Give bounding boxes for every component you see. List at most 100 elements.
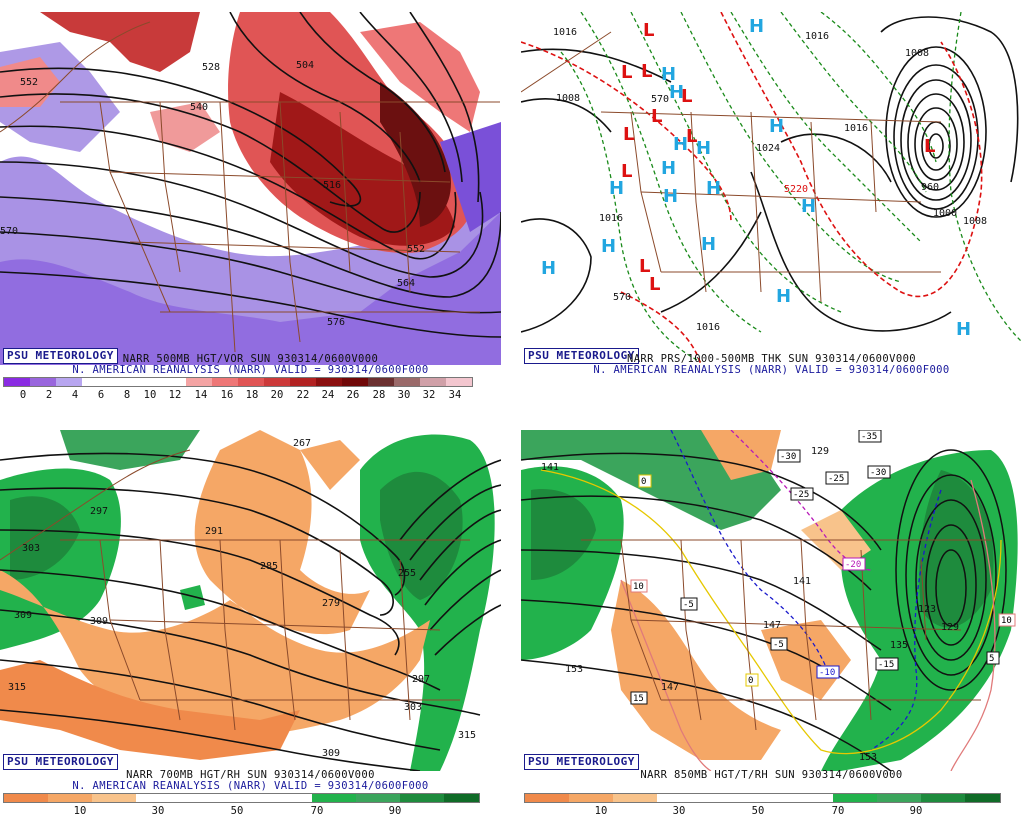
contour-label: 129: [811, 446, 829, 457]
contour-label: 504: [296, 60, 314, 71]
contour-label: 5220: [784, 184, 808, 195]
panel-850mb: 141 129 141 147 153 147 135 123 129 153 …: [521, 430, 1022, 830]
map-700mb: 267 297 303 309 309 291 285 279 255 315 …: [0, 430, 501, 771]
map-850mb-graphic: 141 129 141 147 153 147 135 123 129 153 …: [521, 430, 1022, 771]
contour-label: 315: [8, 682, 26, 693]
svg-text:L: L: [651, 106, 662, 127]
contour-label: 540: [190, 102, 208, 113]
svg-text:H: H: [541, 258, 556, 279]
source-badge: PSU METEOROLOGY: [524, 348, 639, 364]
svg-text:L: L: [639, 256, 650, 277]
contour-label: 960: [921, 182, 939, 193]
rh-colorbar: [3, 793, 480, 803]
rh-colorbar: [524, 793, 1001, 803]
map-slp-thickness-graphic: L L L L L L L L L L L H H H H H H H H H: [521, 12, 1022, 365]
svg-text:L: L: [924, 136, 935, 157]
svg-text:H: H: [661, 158, 676, 179]
svg-text:H: H: [769, 116, 784, 137]
svg-text:-15: -15: [878, 660, 894, 670]
contour-label: 267: [293, 438, 311, 449]
contour-label: 516: [323, 180, 341, 191]
svg-text:L: L: [681, 86, 692, 107]
svg-text:-30: -30: [870, 468, 886, 478]
contour-label: 303: [404, 702, 422, 713]
svg-text:L: L: [649, 274, 660, 295]
svg-text:15: 15: [633, 694, 644, 704]
panel-slp-thickness: L L L L L L L L L L L H H H H H H H H H: [521, 12, 1022, 412]
contour-label: 1016: [844, 123, 868, 134]
source-badge: PSU METEOROLOGY: [524, 754, 639, 770]
svg-text:-20: -20: [845, 560, 861, 570]
contour-label: 552: [407, 244, 425, 255]
contour-label: 129: [941, 622, 959, 633]
svg-text:H: H: [749, 16, 764, 37]
contour-label: 135: [890, 640, 908, 651]
svg-text:H: H: [663, 186, 678, 207]
svg-text:-10: -10: [819, 668, 835, 678]
contour-label: 552: [20, 77, 38, 88]
svg-text:0: 0: [748, 676, 753, 686]
svg-text:-5: -5: [773, 640, 784, 650]
contour-label: 147: [661, 682, 679, 693]
contour-label: 309: [14, 610, 32, 621]
svg-text:5: 5: [989, 654, 994, 664]
contour-label: 1016: [599, 213, 623, 224]
contour-label: 147: [763, 620, 781, 631]
contour-label: 564: [397, 278, 415, 289]
contour-label: 285: [260, 561, 278, 572]
contour-label: 303: [22, 543, 40, 554]
vorticity-colorbar: [3, 377, 473, 387]
svg-text:L: L: [621, 62, 632, 83]
contour-label: 1008: [963, 216, 987, 227]
contour-label: 309: [322, 748, 340, 759]
contour-label: 297: [412, 674, 430, 685]
svg-text:H: H: [801, 196, 816, 217]
svg-text:0: 0: [641, 477, 646, 487]
contour-label: 570: [613, 292, 631, 303]
svg-text:H: H: [696, 138, 711, 159]
contour-label: 1008: [905, 48, 929, 59]
contour-label: 1016: [553, 27, 577, 38]
contour-label: 297: [90, 506, 108, 517]
panel-subtitle: N. AMERICAN REANALYSIS (NARR) VALID = 93…: [593, 364, 950, 376]
svg-text:L: L: [623, 124, 634, 145]
divider-vertical: [511, 0, 512, 816]
svg-text:10: 10: [633, 582, 644, 592]
svg-text:-5: -5: [683, 600, 694, 610]
contour-label: 1016: [805, 31, 829, 42]
svg-text:H: H: [609, 178, 624, 199]
temperature-labels: -35 -30 -25 -25 -30 -20 -5 -5 -10 -15 10…: [630, 430, 1016, 705]
panel-title: NARR 850MB HGT/T/RH SUN 930314/0600V000: [640, 769, 903, 781]
panel-title: NARR PRS/1000-500MB THK SUN 930314/0600V…: [626, 353, 917, 365]
svg-text:H: H: [673, 134, 688, 155]
svg-text:H: H: [706, 178, 721, 199]
source-badge: PSU METEOROLOGY: [3, 348, 118, 364]
contour-label: 123: [918, 604, 936, 615]
panel-500mb: 552 528 540 570 504 516 552 564 576 PSU …: [0, 12, 501, 412]
contour-label: 1024: [756, 143, 780, 154]
panel-700mb: 267 297 303 309 309 291 285 279 255 315 …: [0, 430, 501, 830]
contour-label: 255: [398, 568, 416, 579]
contour-label: 309: [90, 616, 108, 627]
svg-text:H: H: [661, 64, 676, 85]
contour-label: 291: [205, 526, 223, 537]
contour-label: 1016: [696, 322, 720, 333]
svg-text:H: H: [956, 319, 971, 340]
panel-title: NARR 700MB HGT/RH SUN 930314/0600V000: [126, 769, 375, 781]
svg-text:-35: -35: [861, 432, 877, 442]
svg-text:L: L: [643, 20, 654, 41]
svg-text:-30: -30: [780, 452, 796, 462]
panel-subtitle: N. AMERICAN REANALYSIS (NARR) VALID = 93…: [72, 364, 429, 376]
svg-text:H: H: [701, 234, 716, 255]
svg-text:10: 10: [1001, 616, 1012, 626]
map-700mb-graphic: 267 297 303 309 309 291 285 279 255 315 …: [0, 430, 501, 771]
map-slp-thickness: L L L L L L L L L L L H H H H H H H H H: [521, 12, 1022, 365]
svg-text:L: L: [621, 161, 632, 182]
map-850mb: 141 129 141 147 153 147 135 123 129 153 …: [521, 430, 1022, 771]
panel-title: NARR 500MB HGT/VOR SUN 930314/0600V000: [122, 353, 379, 365]
svg-text:-25: -25: [793, 490, 809, 500]
contour-label: 279: [322, 598, 340, 609]
contour-label: 576: [327, 317, 345, 328]
contour-label: 315: [458, 730, 476, 741]
map-500mb-graphic: 552 528 540 570 504 516 552 564 576: [0, 12, 501, 365]
